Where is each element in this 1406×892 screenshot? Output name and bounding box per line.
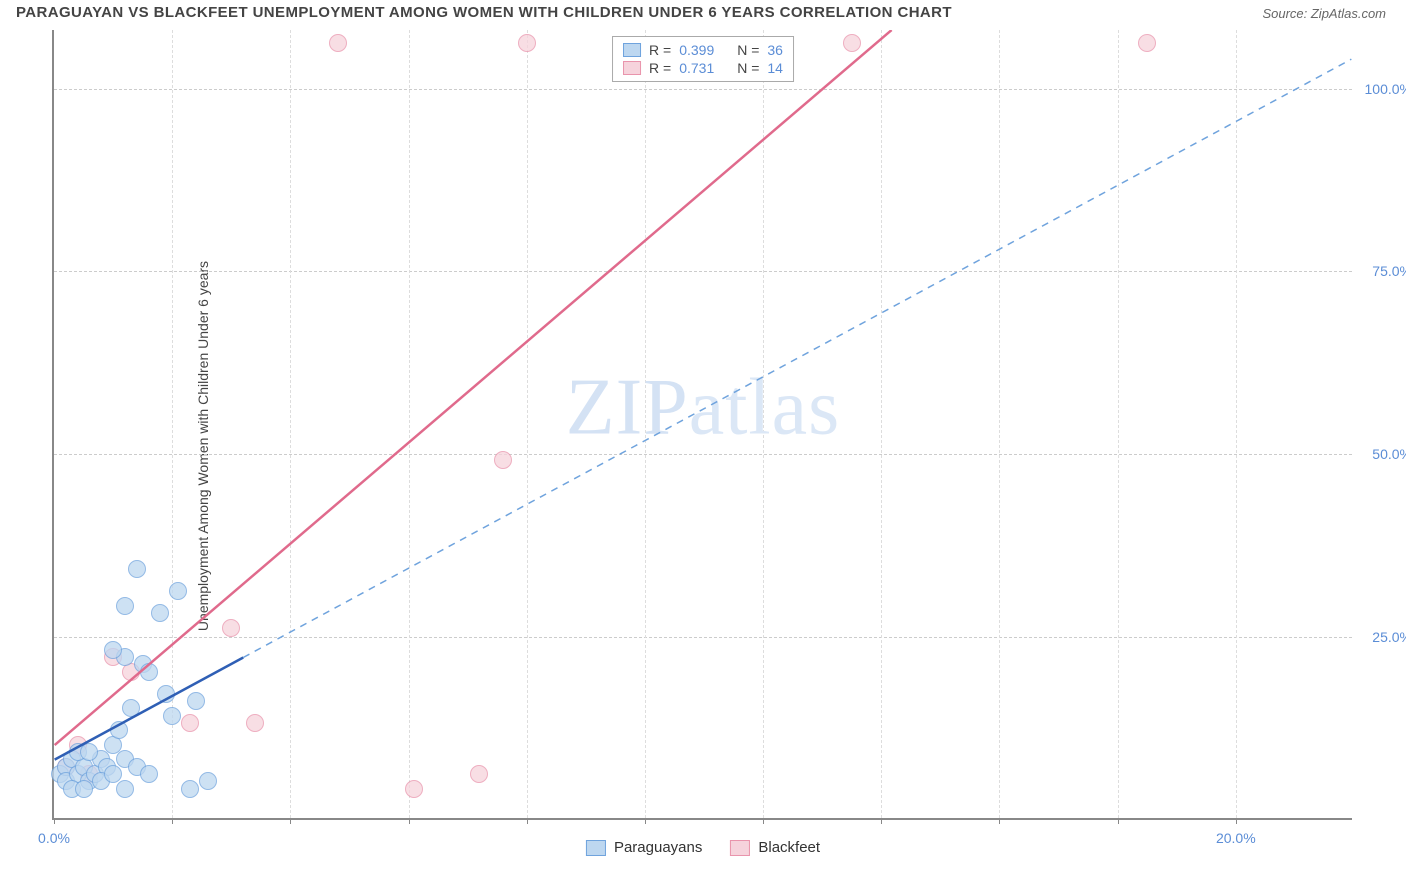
- x-tick: [172, 818, 173, 824]
- data-point-blackfeet: [222, 619, 240, 637]
- gridline-horizontal: [54, 271, 1352, 272]
- data-point-blackfeet: [405, 780, 423, 798]
- data-point-paraguayan: [128, 560, 146, 578]
- data-point-paraguayan: [104, 641, 122, 659]
- watermark: ZIPatlas: [566, 363, 841, 454]
- gridline-horizontal: [54, 89, 1352, 90]
- y-tick-label: 50.0%: [1372, 446, 1406, 462]
- gridline-vertical: [1236, 30, 1237, 818]
- legend-item: Blackfeet: [730, 839, 820, 856]
- gridline-vertical: [645, 30, 646, 818]
- data-point-paraguayan: [199, 772, 217, 790]
- data-point-paraguayan: [157, 685, 175, 703]
- data-point-paraguayan: [116, 780, 134, 798]
- gridline-horizontal: [54, 454, 1352, 455]
- legend-item: Paraguayans: [586, 839, 702, 856]
- correlation-legend: R = 0.399 N = 36 R = 0.731 N = 14: [612, 36, 794, 82]
- legend-label: Blackfeet: [758, 839, 820, 856]
- chart-title: PARAGUAYAN VS BLACKFEET UNEMPLOYMENT AMO…: [16, 4, 952, 21]
- data-point-paraguayan: [163, 707, 181, 725]
- y-tick-label: 25.0%: [1372, 629, 1406, 645]
- gridline-horizontal: [54, 637, 1352, 638]
- y-tick-label: 75.0%: [1372, 263, 1406, 279]
- data-point-paraguayan: [122, 699, 140, 717]
- data-point-blackfeet: [494, 451, 512, 469]
- x-tick: [1118, 818, 1119, 824]
- x-tick-label: 0.0%: [38, 830, 70, 846]
- legend-n-label: N =: [737, 42, 759, 58]
- x-tick: [999, 818, 1000, 824]
- plot-area: ZIPatlas 25.0%50.0%75.0%100.0%0.0%20.0%: [52, 30, 1352, 820]
- legend-n-value: 14: [767, 60, 783, 76]
- x-tick: [409, 818, 410, 824]
- legend-swatch: [730, 840, 750, 856]
- gridline-vertical: [881, 30, 882, 818]
- gridline-vertical: [409, 30, 410, 818]
- source-attribution: Source: ZipAtlas.com: [1262, 6, 1386, 21]
- data-point-blackfeet: [246, 714, 264, 732]
- data-point-paraguayan: [80, 743, 98, 761]
- gridline-vertical: [527, 30, 528, 818]
- gridline-vertical: [763, 30, 764, 818]
- legend-label: Paraguayans: [614, 839, 702, 856]
- data-point-paraguayan: [151, 604, 169, 622]
- data-point-paraguayan: [140, 663, 158, 681]
- legend-r-label: R =: [649, 60, 671, 76]
- x-tick: [527, 818, 528, 824]
- data-point-paraguayan: [187, 692, 205, 710]
- gridline-vertical: [1118, 30, 1119, 818]
- data-point-paraguayan: [140, 765, 158, 783]
- x-tick: [645, 818, 646, 824]
- x-tick: [290, 818, 291, 824]
- gridline-vertical: [290, 30, 291, 818]
- legend-n-value: 36: [767, 42, 783, 58]
- data-point-blackfeet: [843, 34, 861, 52]
- legend-row: R = 0.399 N = 36: [623, 41, 783, 59]
- data-point-blackfeet: [329, 34, 347, 52]
- legend-r-value: 0.731: [679, 60, 729, 76]
- x-tick: [1236, 818, 1237, 824]
- legend-swatch: [623, 43, 641, 57]
- legend-swatch: [623, 61, 641, 75]
- x-tick: [54, 818, 55, 824]
- legend-r-value: 0.399: [679, 42, 729, 58]
- data-point-paraguayan: [110, 721, 128, 739]
- legend-row: R = 0.731 N = 14: [623, 59, 783, 77]
- gridline-vertical: [999, 30, 1000, 818]
- data-point-blackfeet: [470, 765, 488, 783]
- y-tick-label: 100.0%: [1365, 81, 1406, 97]
- x-tick: [881, 818, 882, 824]
- data-point-paraguayan: [75, 780, 93, 798]
- data-point-paraguayan: [181, 780, 199, 798]
- data-point-blackfeet: [181, 714, 199, 732]
- x-tick: [763, 818, 764, 824]
- legend-swatch: [586, 840, 606, 856]
- data-point-blackfeet: [1138, 34, 1156, 52]
- data-point-paraguayan: [169, 582, 187, 600]
- data-point-paraguayan: [116, 597, 134, 615]
- x-tick-label: 20.0%: [1216, 830, 1256, 846]
- trend-lines: [54, 30, 1352, 818]
- legend-n-label: N =: [737, 60, 759, 76]
- series-legend: Paraguayans Blackfeet: [586, 839, 820, 856]
- legend-r-label: R =: [649, 42, 671, 58]
- data-point-blackfeet: [518, 34, 536, 52]
